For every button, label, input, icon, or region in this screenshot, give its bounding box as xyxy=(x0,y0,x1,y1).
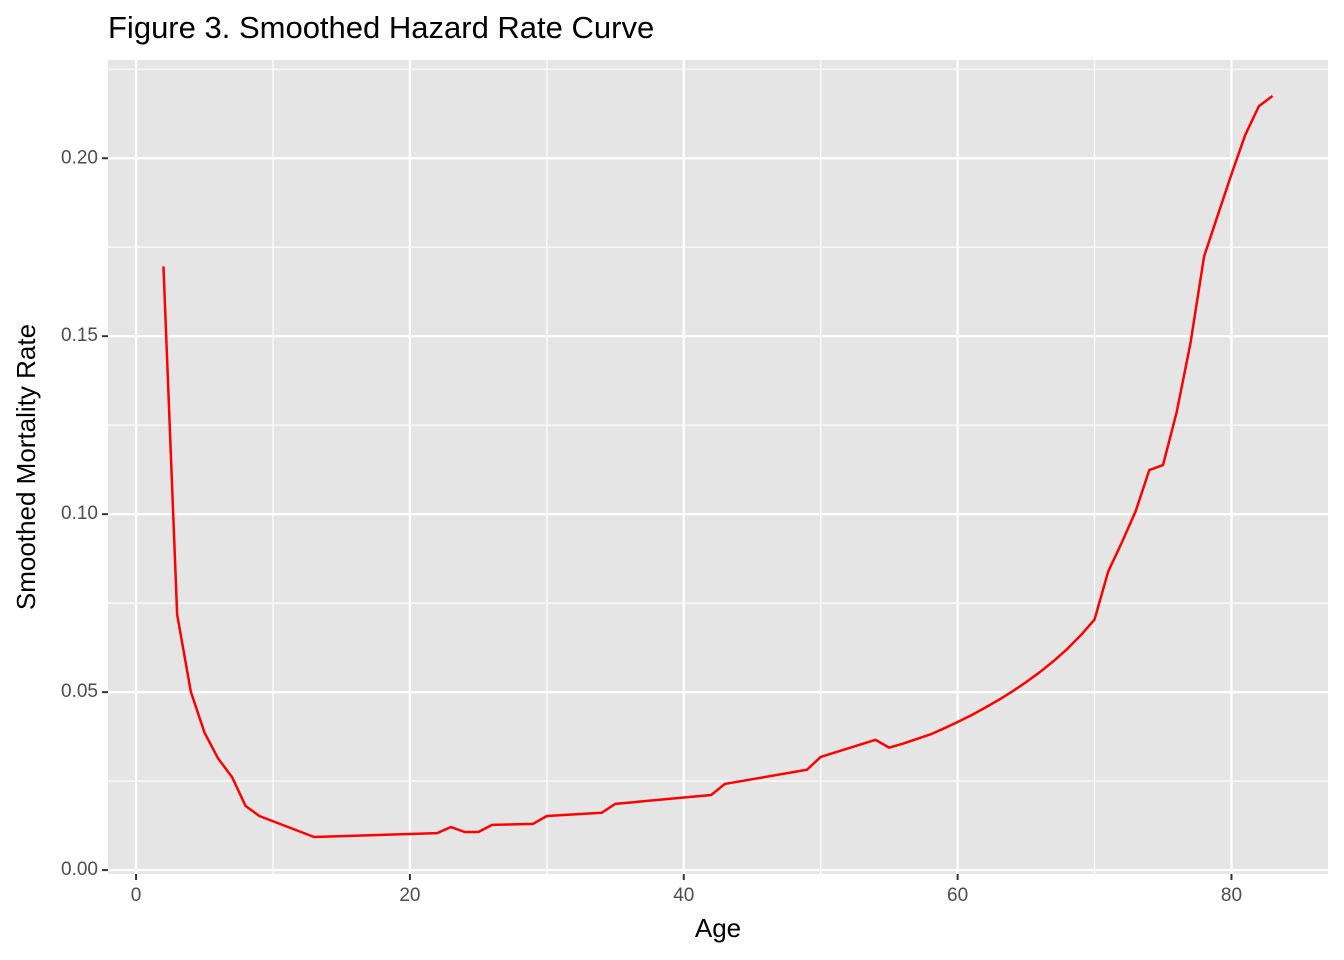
y-axis-label: Smoothed Mortality Rate xyxy=(11,324,41,610)
x-tick-label: 60 xyxy=(947,885,968,906)
y-tick-label: 0.10 xyxy=(61,503,98,524)
plot-panel xyxy=(108,60,1328,874)
y-tick-label: 0.15 xyxy=(61,325,98,346)
x-axis-label: Age xyxy=(695,913,741,943)
x-tick-label: 40 xyxy=(673,885,694,906)
chart-title: Figure 3. Smoothed Hazard Rate Curve xyxy=(108,10,654,45)
y-tick-label: 0.00 xyxy=(61,859,98,880)
y-tick-label: 0.20 xyxy=(61,147,98,168)
x-tick-label: 80 xyxy=(1221,885,1242,906)
y-tick-label: 0.05 xyxy=(61,681,98,702)
x-tick-label: 0 xyxy=(131,885,142,906)
line xyxy=(162,94,1274,839)
x-tick-label: 20 xyxy=(399,885,420,906)
